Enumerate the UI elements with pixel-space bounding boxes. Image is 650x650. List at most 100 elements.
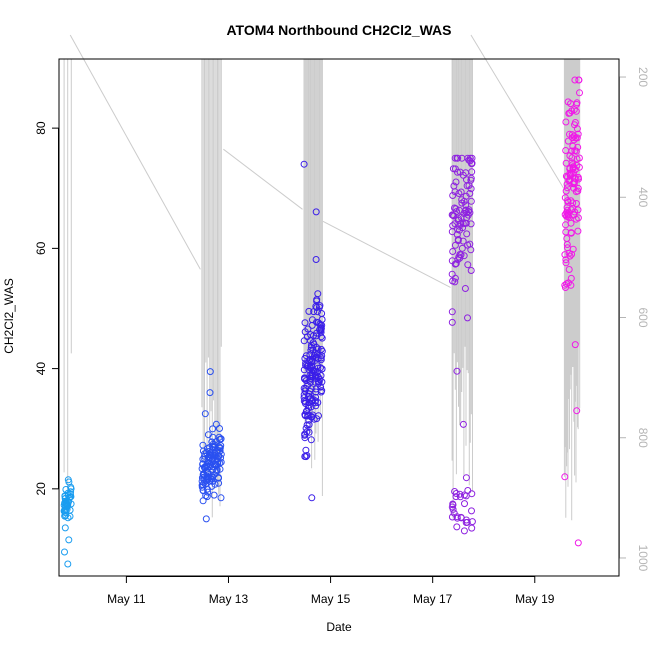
data-point <box>463 230 471 238</box>
data-point <box>215 474 222 482</box>
data-point <box>310 415 318 423</box>
x-tick-label: May 13 <box>209 592 249 606</box>
data-point <box>468 524 476 532</box>
data-point <box>452 178 460 186</box>
data-point <box>572 200 580 207</box>
data-point <box>202 515 210 523</box>
altitude-transit <box>322 220 451 288</box>
data-point <box>302 424 310 432</box>
data-point <box>312 388 320 396</box>
data-point <box>562 228 570 236</box>
data-point <box>459 420 467 428</box>
secondary-tick-label: 400 <box>636 187 650 207</box>
data-point <box>574 214 582 222</box>
data-point <box>456 490 464 498</box>
data-point <box>215 448 223 456</box>
data-point <box>568 154 576 162</box>
data-point <box>315 380 323 388</box>
data-point <box>301 387 309 395</box>
data-point <box>317 383 325 391</box>
data-point <box>209 444 217 452</box>
data-point <box>570 132 578 140</box>
data-point <box>468 490 476 498</box>
data-point <box>199 441 207 449</box>
data-point <box>450 509 458 517</box>
data-point <box>451 204 458 212</box>
data-point <box>216 425 223 432</box>
data-point <box>567 229 575 237</box>
data-point <box>301 319 309 327</box>
data-point <box>301 375 308 383</box>
data-point <box>308 316 316 324</box>
data-point <box>456 493 464 501</box>
data-point <box>448 318 456 326</box>
data-point <box>449 192 457 199</box>
data-point <box>308 369 316 377</box>
data-point <box>562 256 570 264</box>
data-point <box>206 454 213 462</box>
data-point <box>204 488 212 496</box>
data-point <box>61 492 69 500</box>
data-point <box>305 392 313 400</box>
data-point <box>467 174 475 182</box>
data-point <box>300 160 308 168</box>
data-point <box>561 473 569 481</box>
data-point <box>564 213 572 221</box>
secondary-tick-label: 200 <box>636 67 650 87</box>
data-point <box>573 99 581 107</box>
data-point <box>463 214 471 222</box>
y-tick-label: 20 <box>34 482 48 496</box>
data-point <box>198 465 206 473</box>
data-point <box>302 359 310 367</box>
data-point <box>301 355 309 362</box>
data-point <box>457 514 465 522</box>
y-tick-label: 60 <box>34 241 48 255</box>
data-point <box>462 519 470 526</box>
data-point <box>566 130 573 138</box>
data-point <box>300 394 308 402</box>
data-point <box>64 560 72 568</box>
data-point <box>458 154 466 162</box>
data-point <box>450 212 458 220</box>
data-points <box>60 76 583 568</box>
data-point <box>308 494 316 502</box>
data-point <box>574 227 582 235</box>
data-point <box>575 154 583 162</box>
data-point <box>454 237 462 245</box>
data-point <box>460 252 468 260</box>
data-point <box>568 159 576 167</box>
secondary-tick-label: 600 <box>636 307 650 327</box>
data-point <box>208 477 216 485</box>
data-point <box>318 347 326 355</box>
data-point <box>576 89 583 97</box>
data-point <box>567 219 575 227</box>
data-point <box>464 261 472 269</box>
data-point <box>217 435 225 443</box>
data-point <box>462 474 470 482</box>
altitude-transit <box>69 34 201 270</box>
data-point <box>303 452 311 459</box>
data-point <box>313 344 321 351</box>
data-point <box>570 184 578 192</box>
data-point <box>61 512 69 520</box>
data-point <box>561 194 569 202</box>
data-point <box>307 331 315 339</box>
data-point <box>199 481 207 489</box>
data-point <box>571 341 579 349</box>
data-point <box>463 182 471 190</box>
data-point <box>572 147 580 155</box>
plot-frame <box>58 58 620 577</box>
data-point <box>317 364 324 372</box>
data-point <box>562 147 570 154</box>
data-point <box>211 461 219 469</box>
data-point <box>465 206 473 214</box>
data-point <box>561 251 569 259</box>
data-point <box>312 208 320 216</box>
y-axis-label: CH2Cl2_WAS <box>2 278 16 354</box>
data-point <box>314 290 322 298</box>
data-point <box>452 493 460 501</box>
data-point <box>205 470 213 478</box>
data-point <box>300 337 308 345</box>
data-point <box>569 142 577 150</box>
